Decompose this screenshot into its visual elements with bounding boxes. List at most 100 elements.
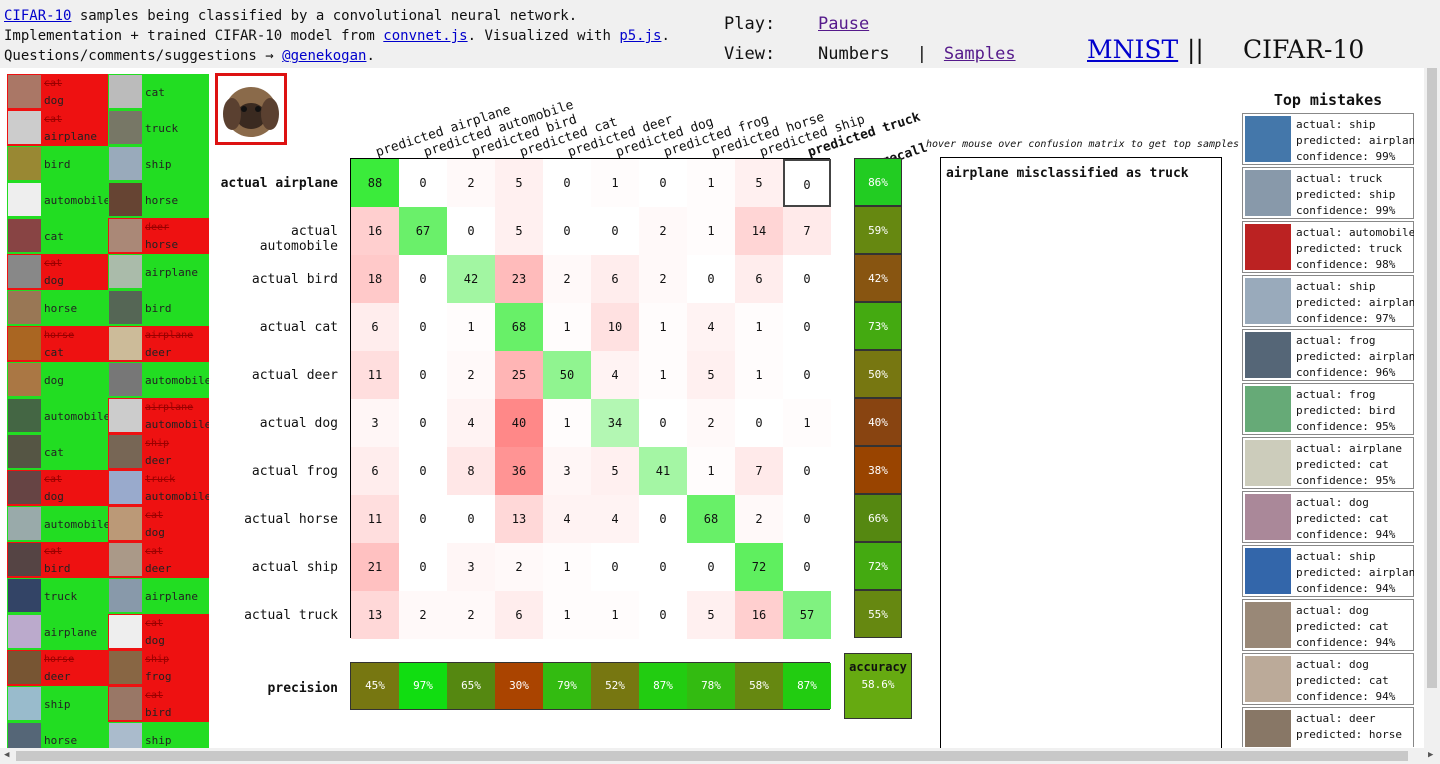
sample-cell[interactable]: truck — [7, 578, 108, 614]
matrix-cell[interactable]: 1 — [639, 303, 687, 351]
matrix-cell[interactable]: 6 — [351, 447, 399, 495]
sample-cell[interactable]: airplane — [108, 254, 209, 290]
matrix-cell[interactable]: 0 — [639, 159, 687, 207]
sample-cell[interactable]: cat — [7, 434, 108, 470]
sample-cell[interactable]: ship frog — [108, 650, 209, 686]
matrix-cell[interactable]: 0 — [639, 399, 687, 447]
matrix-cell[interactable]: 4 — [687, 303, 735, 351]
vertical-scrollbar-thumb[interactable] — [1427, 68, 1437, 688]
matrix-cell[interactable]: 5 — [591, 447, 639, 495]
matrix-cell[interactable]: 14 — [735, 207, 783, 255]
sample-cell[interactable]: dog — [7, 362, 108, 398]
sample-cell[interactable]: horse — [108, 182, 209, 218]
matrix-cell[interactable]: 0 — [399, 255, 447, 303]
matrix-cell[interactable]: 1 — [687, 447, 735, 495]
top-mistake-item[interactable]: actual: deer predicted: horse — [1242, 707, 1414, 747]
matrix-cell[interactable]: 0 — [399, 495, 447, 543]
matrix-cell[interactable]: 0 — [783, 351, 831, 399]
matrix-cell[interactable]: 0 — [783, 543, 831, 591]
matrix-cell[interactable]: 1 — [591, 159, 639, 207]
horizontal-scrollbar-thumb[interactable] — [16, 751, 1408, 761]
matrix-cell[interactable]: 1 — [639, 351, 687, 399]
sample-cell[interactable]: cat — [7, 218, 108, 254]
matrix-cell[interactable]: 25 — [495, 351, 543, 399]
sample-cell[interactable]: airplane — [108, 578, 209, 614]
top-mistake-item[interactable]: actual: frog predicted: bird confidence: 9… — [1242, 383, 1414, 435]
sample-cell[interactable]: automobile — [7, 182, 110, 218]
matrix-cell[interactable]: 8 — [447, 447, 495, 495]
p5js-link[interactable]: p5.js — [619, 28, 662, 44]
horizontal-scrollbar[interactable]: ◀ ▶ — [0, 748, 1440, 764]
matrix-cell[interactable]: 0 — [783, 255, 831, 303]
matrix-cell[interactable]: 34 — [591, 399, 639, 447]
sample-cell[interactable]: cat bird — [108, 686, 209, 722]
top-mistake-item[interactable]: actual: ship predicted: airplane confidenc… — [1242, 113, 1414, 165]
sample-cell[interactable]: bird — [7, 146, 108, 182]
matrix-cell[interactable]: 0 — [687, 255, 735, 303]
matrix-cell[interactable]: 0 — [591, 207, 639, 255]
matrix-cell[interactable]: 3 — [351, 399, 399, 447]
matrix-cell[interactable]: 1 — [447, 303, 495, 351]
matrix-cell[interactable]: 6 — [591, 255, 639, 303]
matrix-cell[interactable]: 2 — [495, 543, 543, 591]
matrix-cell[interactable]: 5 — [495, 207, 543, 255]
top-mistake-item[interactable]: actual: automobile predicted: truck confid… — [1242, 221, 1414, 273]
top-mistake-item[interactable]: actual: dog predicted: cat confidence: 94% — [1242, 491, 1414, 543]
matrix-cell[interactable]: 2 — [447, 591, 495, 639]
matrix-cell[interactable]: 50 — [543, 351, 591, 399]
matrix-cell[interactable]: 88 — [351, 159, 399, 207]
sample-cell[interactable]: truck — [108, 110, 209, 146]
matrix-cell[interactable]: 0 — [543, 159, 591, 207]
matrix-cell[interactable]: 0 — [783, 159, 831, 207]
matrix-cell[interactable]: 7 — [783, 207, 831, 255]
matrix-cell[interactable]: 42 — [447, 255, 495, 303]
matrix-cell[interactable]: 2 — [447, 159, 495, 207]
sample-cell[interactable]: bird — [108, 290, 209, 326]
matrix-cell[interactable]: 0 — [399, 543, 447, 591]
matrix-cell[interactable]: 1 — [543, 591, 591, 639]
matrix-cell[interactable]: 4 — [591, 351, 639, 399]
matrix-cell[interactable]: 0 — [447, 207, 495, 255]
matrix-cell[interactable]: 0 — [687, 543, 735, 591]
matrix-cell[interactable]: 3 — [447, 543, 495, 591]
matrix-cell[interactable]: 16 — [351, 207, 399, 255]
matrix-cell[interactable]: 10 — [591, 303, 639, 351]
cifar10-link[interactable]: CIFAR-10 — [4, 8, 72, 24]
matrix-cell[interactable]: 67 — [399, 207, 447, 255]
matrix-cell[interactable]: 0 — [639, 495, 687, 543]
sample-cell[interactable]: cat — [108, 74, 209, 110]
top-mistake-item[interactable]: actual: ship predicted: airplane confidenc… — [1242, 545, 1414, 597]
matrix-cell[interactable]: 0 — [639, 591, 687, 639]
matrix-cell[interactable]: 0 — [399, 159, 447, 207]
matrix-cell[interactable]: 0 — [639, 543, 687, 591]
matrix-cell[interactable]: 0 — [735, 399, 783, 447]
matrix-cell[interactable]: 36 — [495, 447, 543, 495]
sample-cell[interactable]: cat dog — [108, 506, 209, 542]
matrix-cell[interactable]: 0 — [399, 351, 447, 399]
matrix-cell[interactable]: 0 — [399, 447, 447, 495]
matrix-cell[interactable]: 11 — [351, 495, 399, 543]
matrix-cell[interactable]: 0 — [399, 303, 447, 351]
matrix-cell[interactable]: 2 — [735, 495, 783, 543]
matrix-cell[interactable]: 2 — [639, 255, 687, 303]
matrix-cell[interactable]: 6 — [735, 255, 783, 303]
samples-link[interactable]: Samples — [943, 44, 1016, 64]
mnist-link[interactable]: MNIST — [1087, 35, 1179, 64]
matrix-cell[interactable]: 1 — [543, 399, 591, 447]
sample-cell[interactable]: cat bird — [7, 542, 108, 578]
sample-cell[interactable]: horse cat — [7, 326, 108, 362]
matrix-cell[interactable]: 2 — [447, 351, 495, 399]
top-mistake-item[interactable]: actual: dog predicted: cat confidence: 94% — [1242, 599, 1414, 651]
sample-cell[interactable]: ship — [108, 146, 209, 182]
matrix-cell[interactable]: 1 — [735, 351, 783, 399]
sample-cell[interactable]: automobile — [7, 506, 110, 542]
matrix-cell[interactable]: 68 — [495, 303, 543, 351]
matrix-cell[interactable]: 2 — [543, 255, 591, 303]
matrix-cell[interactable]: 23 — [495, 255, 543, 303]
matrix-cell[interactable]: 0 — [783, 495, 831, 543]
matrix-cell[interactable]: 13 — [351, 591, 399, 639]
sample-cell[interactable]: cat deer — [108, 542, 209, 578]
matrix-cell[interactable]: 3 — [543, 447, 591, 495]
top-mistake-item[interactable]: actual: truck predicted: ship confidence: … — [1242, 167, 1414, 219]
sample-cell[interactable]: automobile — [7, 398, 110, 434]
